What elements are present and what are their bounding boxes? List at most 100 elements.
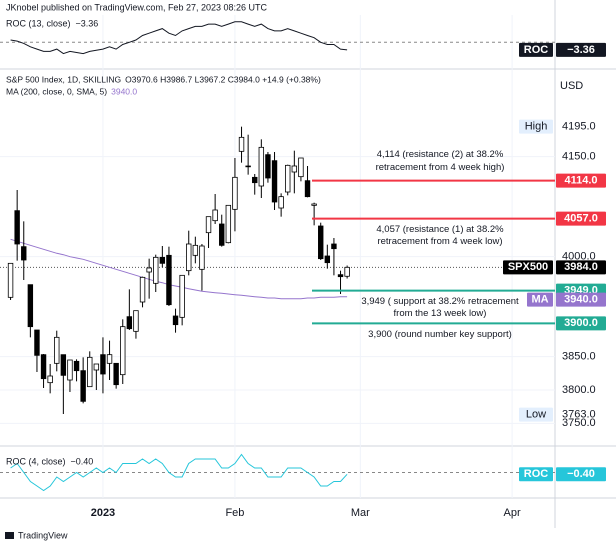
author-line: JKnobel published on TradingView.com, Fe…	[6, 2, 268, 12]
ma-legend-value: 3940.0	[111, 86, 137, 96]
ma-line	[10, 238, 348, 300]
ohlc-legend: O3970.6 H3986.7 L3967.2 C3984.0 +14.9 (+…	[125, 74, 321, 84]
level-tag-text: 3900.0	[564, 317, 598, 329]
last-name-box	[503, 260, 553, 275]
candle-body	[159, 256, 166, 264]
roc-line	[10, 21, 348, 55]
ma-value-text: 3940.0	[564, 294, 598, 306]
candle-body	[21, 246, 27, 261]
candle-body	[285, 164, 291, 193]
level-note: retracement from 4 week high)	[376, 162, 505, 173]
candle-body	[73, 360, 80, 372]
y-tick-label: 3800.0	[562, 384, 596, 396]
candle-body	[93, 363, 100, 371]
candle-body	[126, 316, 133, 330]
last-name-text: SPX500	[508, 261, 548, 273]
level-tag-text: 4057.0	[564, 213, 598, 225]
candle-body	[80, 370, 86, 402]
candle-body	[67, 359, 73, 381]
ma-name-box	[527, 292, 553, 307]
roc-name-box	[519, 467, 553, 482]
candle-body	[318, 225, 324, 260]
level-tag-box	[556, 173, 606, 188]
candle-body	[212, 209, 218, 222]
high-name-text: High	[525, 121, 548, 133]
candle-body	[113, 362, 119, 386]
candle-body	[186, 243, 192, 272]
candle-body	[179, 274, 185, 318]
high-value: 4195.0	[562, 121, 596, 133]
candle-body	[219, 223, 225, 246]
roc-name-text: ROC	[524, 44, 549, 56]
brand: TradingView	[5, 530, 68, 540]
x-tick-label: Mar	[351, 507, 370, 519]
roc-value-box	[556, 42, 606, 57]
candle-body	[7, 262, 14, 298]
indicator-title: ROC (13, close)	[6, 18, 71, 28]
candle-body	[232, 176, 238, 210]
candle-body	[40, 354, 47, 380]
candle-body	[54, 336, 60, 364]
x-tick-label: 2023	[91, 507, 115, 519]
candle-body	[100, 354, 106, 375]
ma-legend: MA (200, close, 0, SMA, 5)	[6, 86, 107, 96]
candle-body	[205, 216, 212, 234]
candle-body	[225, 204, 232, 244]
candle-body	[172, 315, 179, 326]
candle-body	[311, 203, 317, 206]
roc-value-box	[556, 467, 606, 482]
indicator-title: ROC (4, close)	[6, 456, 66, 466]
indicator-value: −0.40	[71, 456, 94, 466]
ma-value-box	[556, 292, 606, 307]
level-tag-box	[556, 316, 606, 331]
level-note: from the 13 week low)	[394, 308, 487, 319]
candle-body	[331, 243, 337, 250]
candle-body	[166, 254, 172, 306]
candle-body	[298, 157, 304, 178]
roc-line	[10, 453, 348, 492]
brand-text: TradingView	[18, 530, 68, 540]
unit-label: USD	[560, 80, 583, 92]
y-tick-label: 3750.0	[562, 417, 596, 429]
candle-body	[199, 245, 205, 270]
candle-body	[14, 210, 20, 245]
roc-value-text: −0.40	[567, 468, 595, 480]
level-note: 3,900 (round number key support)	[368, 329, 512, 340]
y-tick-label: 4150.0	[562, 151, 596, 163]
candle-body	[27, 284, 34, 328]
high-name-box	[519, 119, 553, 134]
candle-body	[304, 180, 311, 198]
candle-body	[271, 160, 278, 203]
candle-body	[153, 256, 159, 284]
candle-body	[34, 329, 40, 356]
candle-body	[192, 244, 199, 256]
candle-body	[238, 136, 245, 152]
candle-body	[278, 196, 284, 209]
level-note: retracement from 4 week low)	[377, 236, 502, 247]
level-note: 4,114 (resistance (2) at 38.2%	[377, 149, 504, 160]
chart-title: S&P 500 Index, 1D, SKILLING	[6, 74, 121, 84]
candle-body	[146, 267, 152, 273]
y-tick-label: 3850.0	[562, 351, 596, 363]
level-note: 3,949 ( support at 38.2% retracement	[361, 296, 519, 307]
y-tick-label: 4000.0	[562, 251, 596, 263]
x-tick-label: Feb	[225, 507, 244, 519]
candle-body	[133, 310, 139, 332]
candle-body	[60, 354, 67, 376]
low-value: 3763.0	[562, 409, 596, 421]
roc-value-text: −3.36	[567, 44, 595, 56]
ma-name-text: MA	[531, 294, 548, 306]
candle-body	[47, 375, 53, 384]
level-tag-text: 4114.0	[564, 175, 597, 187]
candle-body	[139, 276, 146, 303]
candle-body	[106, 354, 113, 364]
last-value-text: 3984.0	[564, 261, 598, 273]
candle-body	[265, 154, 271, 179]
low-name-text: Low	[526, 409, 546, 421]
roc-name-text: ROC	[524, 468, 549, 480]
level-tag-box	[556, 211, 606, 226]
x-tick-label: Apr	[504, 507, 521, 519]
candle-body	[87, 356, 93, 388]
candle-body	[344, 266, 350, 277]
